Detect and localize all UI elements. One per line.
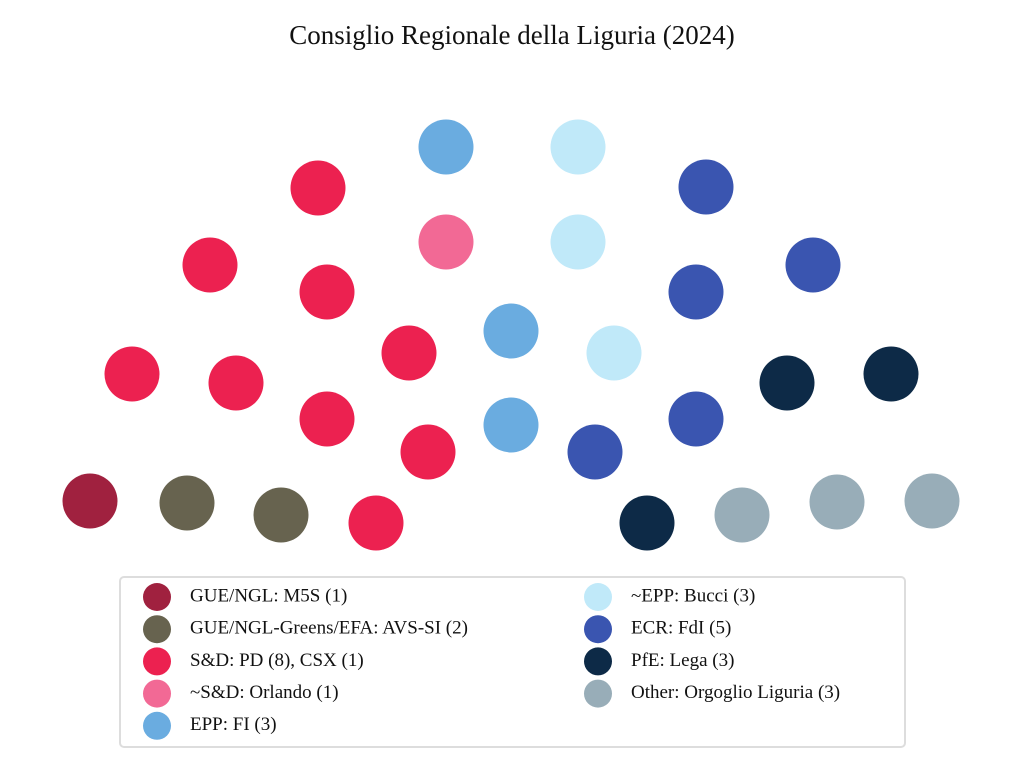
legend-label: ECR: FdI (5) xyxy=(631,618,731,639)
seat xyxy=(550,119,606,175)
seat xyxy=(714,487,770,543)
legend-swatch xyxy=(584,615,612,644)
legend-box xyxy=(119,576,906,748)
seat xyxy=(483,303,539,359)
seat xyxy=(348,495,404,551)
seat xyxy=(418,214,474,270)
seat xyxy=(290,160,346,216)
legend-label: EPP: FI (3) xyxy=(190,714,277,735)
seat xyxy=(586,325,642,381)
legend-swatch xyxy=(584,647,612,676)
legend-swatch xyxy=(143,711,171,740)
legend-swatch xyxy=(143,679,171,708)
legend-label: ~S&D: Orlando (1) xyxy=(190,682,339,703)
seat xyxy=(668,264,724,320)
seat xyxy=(759,355,815,411)
seat xyxy=(785,237,841,293)
legend-label: GUE/NGL: M5S (1) xyxy=(190,585,347,606)
seat xyxy=(483,397,539,453)
legend-label: ~EPP: Bucci (3) xyxy=(631,585,755,606)
seat xyxy=(104,346,160,402)
seat xyxy=(619,495,675,551)
seat xyxy=(299,391,355,447)
seat xyxy=(381,325,437,381)
legend-swatch xyxy=(143,583,171,611)
seat xyxy=(863,346,919,402)
seat xyxy=(182,237,238,293)
legend-swatch xyxy=(143,647,171,676)
seat xyxy=(567,424,623,480)
legend-swatch xyxy=(143,615,171,644)
seat xyxy=(299,264,355,320)
legend-label: S&D: PD (8), CSX (1) xyxy=(190,650,364,671)
chart-title: Consiglio Regionale della Liguria (2024) xyxy=(289,20,734,50)
legend-label: GUE/NGL-Greens/EFA: AVS-SI (2) xyxy=(190,618,468,639)
legend-swatch xyxy=(584,583,612,611)
seat xyxy=(400,424,456,480)
seat xyxy=(668,391,724,447)
seat xyxy=(904,473,960,529)
seat xyxy=(159,475,215,531)
seat xyxy=(208,355,264,411)
legend-label: PfE: Lega (3) xyxy=(631,650,734,671)
seat xyxy=(550,214,606,270)
seat xyxy=(253,487,309,543)
seat xyxy=(62,473,118,529)
seat xyxy=(418,119,474,175)
seat xyxy=(678,159,734,215)
legend-swatch xyxy=(584,679,612,708)
seat xyxy=(809,474,865,530)
legend-label: Other: Orgoglio Liguria (3) xyxy=(631,682,840,703)
